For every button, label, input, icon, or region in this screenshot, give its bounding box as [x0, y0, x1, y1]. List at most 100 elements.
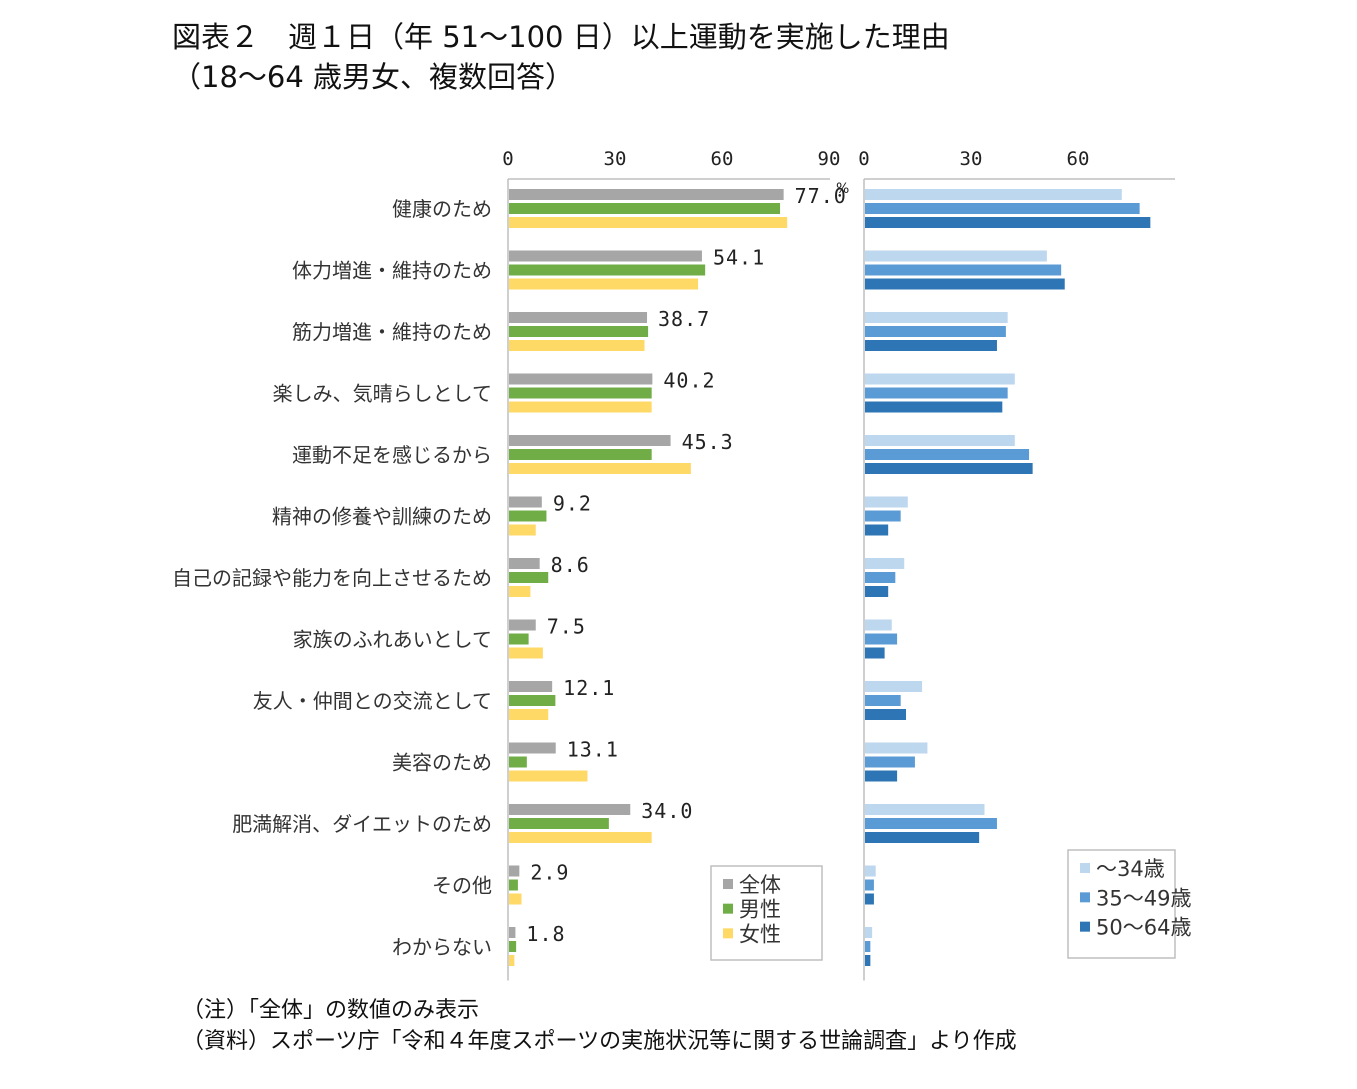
category-label: 健康のため: [392, 197, 492, 221]
panel-1-bar-s3: [509, 586, 531, 597]
panel-2-bar-s1: [865, 312, 1008, 323]
panel-2-bar-s3: [865, 340, 997, 351]
panel-1-bar-s3: [509, 770, 588, 782]
panel-1-bar-s1: [509, 250, 702, 262]
legend-right-swatch: [1080, 863, 1090, 873]
panel-2-bar-s3: [865, 524, 889, 536]
category-label: 肥満解消、ダイエットのため: [232, 812, 492, 836]
legend-left-swatch: [723, 879, 733, 889]
panel-1-bar-s1: [509, 619, 536, 631]
category-label: 運動不足を感じるから: [292, 443, 492, 467]
panel-1-bar-s1: [509, 927, 516, 938]
panel-2-bar-s2: [865, 449, 1030, 460]
panel-1-bar-s1: [509, 496, 542, 508]
panel-1-bar-s3: [509, 832, 652, 843]
panel-1-bar-s3: [509, 647, 543, 659]
panel-2-bar-s2: [865, 387, 1008, 399]
data-label: 34.0: [641, 799, 693, 823]
panel-2-bar-s2: [865, 756, 915, 768]
panel-1-bar-s1: [509, 558, 540, 569]
panel-2-x-tick-label: 30: [960, 148, 983, 170]
panel-1-bar-s2: [509, 510, 547, 522]
panel-1-bar-s3: [509, 401, 652, 413]
legend-left-label: 全体: [739, 873, 781, 897]
panel-1-bar-s3: [509, 709, 549, 720]
panel-1-bar-s2: [509, 387, 652, 399]
panel-2-x-tick-label: 0: [858, 148, 869, 170]
panel-1-bar-s1: [509, 681, 553, 692]
legend-right-label: 50～64歳: [1096, 916, 1191, 940]
legend-right-swatch: [1080, 921, 1090, 932]
panel-2-bar-s3: [865, 278, 1065, 290]
legend-right-label: ～34歳: [1096, 857, 1165, 881]
panel-1-bar-s1: [509, 865, 520, 877]
data-label: 45.3: [682, 430, 734, 454]
category-label: わからない: [392, 935, 492, 959]
panel-1-bar-s2: [509, 633, 529, 645]
panel-2-bar-s2: [865, 633, 898, 645]
panel-1-bar-s2: [509, 203, 781, 214]
chart-title-line-2: （18～64 歳男女、複数回答）: [172, 60, 575, 94]
panel-2-bar-s1: [865, 496, 908, 508]
category-label: 精神の修養や訓練のため: [272, 505, 492, 529]
panel-1-x-tick-label: 60: [711, 148, 734, 170]
legend-left-label: 男性: [739, 898, 781, 922]
panel-1-bar-s3: [509, 955, 515, 966]
panel-2-bar-s3: [865, 647, 885, 659]
category-label: 体力増進・維持のため: [292, 259, 492, 283]
panel-1-bar-s2: [509, 449, 652, 460]
panel-1-bar-s2: [509, 818, 609, 829]
category-label: 楽しみ、気晴らしとして: [273, 382, 492, 406]
data-label: 9.2: [553, 492, 592, 516]
data-label: 13.1: [567, 738, 619, 762]
panel-1-bar-s3: [509, 893, 522, 905]
data-label: 38.7: [658, 307, 710, 331]
panel-1-bar-s2: [509, 941, 517, 952]
panel-2-bar-s3: [865, 709, 907, 720]
panel-2-bar-s3: [865, 770, 898, 782]
panel-1-bar-s2: [509, 572, 549, 583]
panel-2-bar-s2: [865, 510, 901, 522]
panel-2-bar-s3: [865, 955, 871, 966]
data-label: 1.8: [526, 922, 565, 946]
unit-label: %: [836, 181, 849, 197]
footnote-note: （注）「全体」の数値のみ表示: [182, 998, 480, 1023]
panel-1-bar-s2: [509, 264, 706, 276]
panel-2-bar-s3: [865, 893, 874, 905]
panel-1-x-tick-label: 90: [818, 148, 841, 170]
panel-2-bar-s2: [865, 818, 997, 829]
panel-2-bar-s1: [865, 558, 905, 569]
panel-2-x-tick-label: 60: [1067, 148, 1090, 170]
legend-right-label: 35～49歳: [1096, 886, 1191, 910]
panel-1-bar-s1: [509, 312, 648, 323]
category-label: 友人・仲間との交流として: [253, 689, 492, 713]
panel-1-bar-s3: [509, 340, 645, 351]
panel-1-bar-s3: [509, 524, 536, 536]
panel-2-bar-s3: [865, 217, 1151, 228]
panel-1-bar-s2: [509, 695, 556, 706]
panel-2-bar-s1: [865, 927, 873, 938]
panel-1-bar-s1: [509, 435, 671, 446]
panel-1-bar-s2: [509, 879, 518, 891]
panel-2-bar-s1: [865, 681, 923, 692]
category-label: 筋力増進・維持のため: [292, 320, 492, 344]
panel-2-bar-s2: [865, 695, 901, 706]
panel-1-bar-s1: [509, 804, 631, 815]
category-label: 家族のふれあいとして: [293, 628, 492, 652]
panel-2-bar-s2: [865, 879, 874, 891]
footnote-source: （資料）スポーツ庁「令和４年度スポーツの実施状況等に関する世論調査」より作成: [182, 1029, 1017, 1054]
panel-2-bar-s2: [865, 572, 896, 583]
panel-1-x-tick-label: 0: [502, 148, 513, 170]
data-label: 54.1: [713, 246, 765, 270]
panel-1-bar-s1: [509, 373, 653, 385]
panel-2-bar-s2: [865, 203, 1140, 214]
panel-2-bar-s3: [865, 586, 889, 597]
legend-right-swatch: [1080, 892, 1090, 903]
panel-2-bar-s2: [865, 264, 1062, 276]
data-label: 7.5: [547, 615, 586, 639]
panel-2-bar-s2: [865, 941, 871, 952]
category-label: 自己の記録や能力を向上させるため: [172, 566, 492, 590]
panel-2-bar-s1: [865, 373, 1015, 385]
panel-2-bar-s3: [865, 832, 980, 843]
